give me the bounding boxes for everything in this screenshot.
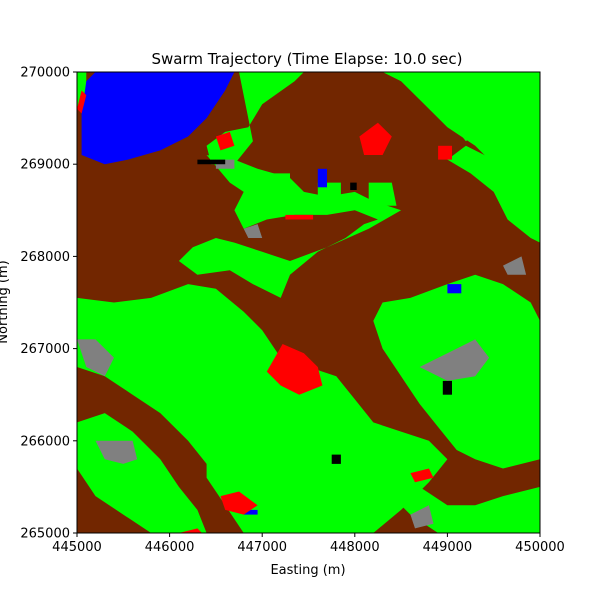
shadow-region [442,380,452,395]
x-axis-ticks: 445000 446000 447000 448000 449000 450000 [52,533,565,555]
x-tick-label: 448000 [330,540,380,555]
x-axis-label: Easting (m) [270,563,345,578]
urban-region [243,224,263,238]
fire-region [266,344,323,395]
urban-region [503,256,527,275]
vegetation-region [266,173,290,197]
fire-region [178,528,202,533]
x-tick-label: 445000 [52,540,102,555]
x-tick-label: 446000 [145,540,195,555]
y-tick-label: 267000 [20,342,70,357]
y-tick-label: 270000 [20,66,70,81]
y-tick-label: 266000 [20,434,70,449]
vegetation-region [447,145,540,243]
water-region [317,168,327,188]
shadow-region [197,159,226,165]
fire-region [285,214,314,220]
vegetation-region [447,108,485,142]
fire-region [215,131,235,151]
plot-frame [76,71,541,534]
urban-region [410,505,434,529]
urban-region [419,339,490,381]
fire-region [220,491,258,515]
fire-region [438,145,452,160]
fire-region [77,90,87,114]
y-axis-ticks: 265000 266000 267000 268000 269000 270000 [20,66,77,542]
y-tick-label: 268000 [20,250,70,265]
x-tick-label: 447000 [237,540,287,555]
vegetation-region [368,182,397,206]
urban-region [77,339,114,377]
water-region [81,72,235,165]
x-tick-label: 449000 [423,540,473,555]
urban-region [95,440,138,464]
y-tick-label: 265000 [20,527,70,542]
y-tick-label: 269000 [20,158,70,173]
vegetation-region [77,284,448,533]
fire-region [410,468,434,483]
vegetation-region [317,182,341,206]
shadow-region [331,454,341,464]
vegetation-region [178,155,402,298]
y-axis-label: Northing (m) [0,260,11,343]
chart-title: Swarm Trajectory (Time Elapse: 10.0 sec) [152,50,463,68]
fire-region [359,122,392,155]
water-region [447,284,462,294]
shadow-region [350,182,357,190]
land-cover-regions [77,72,540,533]
x-tick-label: 450000 [515,540,565,555]
